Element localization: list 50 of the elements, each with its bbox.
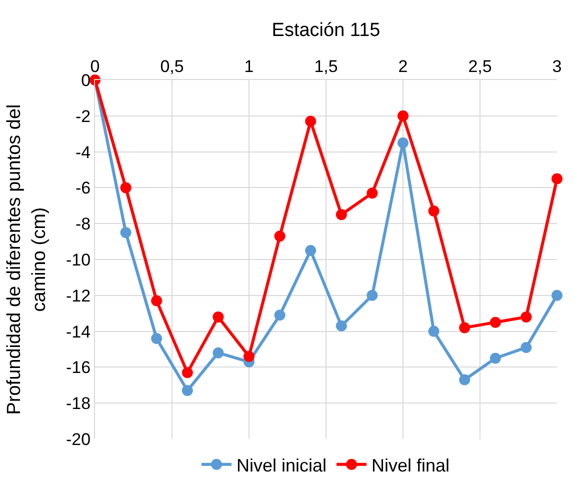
point	[151, 332, 162, 344]
x-tick-label: 2,5	[468, 57, 492, 76]
point	[428, 326, 440, 337]
y-tick-label: -8	[75, 214, 91, 234]
y-tick-label: 0	[81, 70, 91, 90]
x-tick-label: 0,5	[160, 57, 184, 76]
point	[336, 320, 347, 332]
y-tick-label: -4	[75, 142, 91, 162]
y-tick-label: -20	[66, 430, 91, 449]
y-tick-label: -6	[75, 178, 91, 198]
point	[459, 322, 470, 334]
point	[490, 352, 501, 364]
point	[366, 188, 378, 199]
x-tick-label: 2	[398, 57, 408, 76]
point	[398, 110, 408, 122]
legend-label: Nivel inicial	[236, 455, 327, 476]
point	[398, 137, 408, 148]
y-axis-title: Profundidad de diferentes puntos del camino (cm)	[4, 104, 50, 415]
x-tick-label: 3	[552, 57, 562, 76]
point	[305, 245, 316, 256]
point	[520, 311, 532, 322]
point	[120, 182, 132, 194]
x-axis-title: Estación 115	[272, 20, 380, 42]
x-tick-label: 1	[244, 57, 254, 76]
legend-label: Nivel final	[372, 455, 450, 476]
point	[336, 209, 347, 220]
y-tick-label: -2	[75, 106, 91, 126]
point	[305, 116, 316, 127]
y-tick-label: -10	[66, 250, 91, 270]
point	[151, 295, 162, 306]
point	[459, 374, 470, 386]
point	[520, 342, 532, 353]
y-tick-label: -18	[66, 394, 91, 414]
point	[212, 311, 224, 322]
point	[274, 310, 286, 321]
point	[490, 316, 501, 328]
y-tick-label: -16	[66, 358, 91, 378]
y-tick-label: -12	[66, 286, 91, 306]
point	[212, 347, 224, 358]
x-tick-label: 1,5	[314, 57, 338, 76]
point	[182, 367, 193, 378]
point	[552, 290, 562, 301]
point	[366, 290, 378, 301]
point	[182, 385, 193, 396]
point	[244, 350, 254, 362]
point	[552, 173, 562, 184]
point	[274, 230, 286, 242]
point	[428, 206, 440, 217]
point	[120, 227, 132, 238]
y-tick-label: -14	[66, 322, 91, 342]
